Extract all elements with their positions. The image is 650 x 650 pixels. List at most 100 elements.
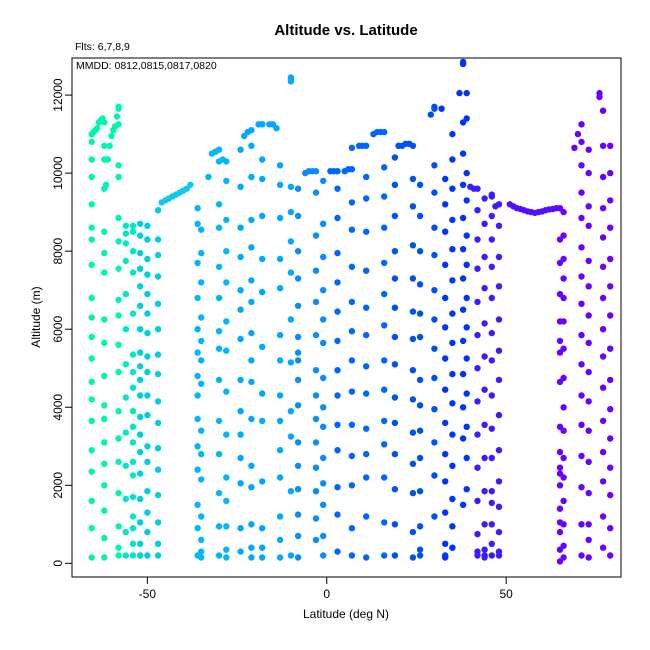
data-point	[154, 273, 162, 280]
data-point	[560, 345, 567, 352]
data-point	[488, 212, 495, 220]
data-point	[101, 372, 108, 380]
data-point	[198, 476, 205, 483]
data-point	[320, 220, 327, 227]
data-point	[481, 195, 488, 202]
data-point	[108, 132, 115, 140]
data-point	[129, 540, 137, 547]
data-point	[599, 448, 607, 456]
data-point	[294, 486, 302, 493]
data-point	[88, 417, 95, 425]
data-point	[463, 261, 470, 268]
data-point	[438, 105, 445, 112]
data-point	[607, 376, 614, 384]
data-point	[474, 552, 481, 559]
data-point	[215, 201, 223, 208]
data-point	[93, 125, 101, 132]
data-point	[194, 525, 201, 532]
data-point	[259, 175, 266, 183]
data-point	[276, 513, 284, 520]
data-point	[560, 318, 567, 325]
data-point	[381, 552, 388, 559]
data-point	[578, 214, 585, 222]
data-point	[416, 248, 424, 255]
data-point	[88, 447, 95, 454]
data-point	[495, 528, 503, 536]
data-point	[381, 290, 388, 298]
data-point	[154, 398, 162, 405]
data-point	[449, 185, 456, 192]
data-point	[599, 384, 607, 391]
data-point	[115, 368, 122, 376]
data-point	[607, 255, 614, 263]
data-point	[431, 472, 438, 479]
data-point	[599, 205, 607, 212]
data-point	[294, 402, 302, 409]
data-point	[137, 413, 144, 421]
data-point	[287, 238, 295, 245]
data-point	[101, 316, 108, 323]
data-point	[215, 224, 223, 231]
data-point	[459, 337, 467, 345]
data-point	[334, 214, 341, 222]
data-point	[560, 275, 567, 282]
data-point	[416, 552, 424, 559]
data-point	[312, 392, 320, 399]
data-point	[294, 185, 302, 192]
data-point	[248, 378, 255, 386]
data-point	[129, 269, 137, 276]
data-point	[474, 298, 481, 306]
data-point	[144, 458, 151, 466]
data-point	[154, 466, 162, 473]
data-point	[585, 398, 592, 405]
data-point	[416, 427, 424, 434]
data-point	[560, 294, 567, 302]
data-point	[122, 240, 129, 247]
data-point	[88, 224, 95, 231]
data-point	[607, 435, 614, 442]
data-point	[578, 552, 585, 559]
data-point	[187, 181, 194, 188]
data-point	[463, 390, 470, 397]
data-point	[88, 497, 95, 505]
data-point	[223, 523, 230, 530]
data-point	[154, 419, 162, 427]
data-point	[431, 287, 438, 294]
data-point	[495, 411, 503, 419]
data-point	[449, 400, 456, 407]
data-point	[607, 169, 614, 177]
data-point	[122, 528, 129, 536]
data-point	[115, 238, 122, 245]
data-point	[363, 554, 370, 561]
plot-frame	[71, 57, 622, 578]
data-point	[129, 310, 137, 317]
data-point	[578, 189, 585, 196]
data-point	[101, 339, 108, 347]
data-point	[348, 421, 356, 428]
data-point	[381, 474, 388, 481]
data-point	[122, 394, 129, 401]
data-point	[88, 138, 95, 146]
data-point	[381, 164, 388, 171]
data-point	[409, 275, 417, 282]
data-point	[463, 355, 470, 362]
data-point	[556, 464, 564, 471]
data-point	[495, 253, 503, 261]
data-point	[237, 454, 244, 462]
data-point	[88, 355, 95, 362]
data-point	[463, 89, 470, 97]
data-point	[488, 329, 495, 337]
data-point	[320, 374, 327, 382]
data-point	[481, 488, 488, 495]
data-point	[459, 214, 467, 222]
data-point	[154, 251, 162, 259]
data-point	[585, 146, 592, 153]
data-point	[391, 154, 399, 161]
data-point	[495, 316, 503, 323]
data-point	[409, 489, 417, 497]
data-point	[194, 259, 201, 267]
data-point	[416, 523, 424, 530]
data-point	[495, 447, 503, 454]
data-point	[481, 320, 488, 327]
data-point	[259, 288, 266, 296]
